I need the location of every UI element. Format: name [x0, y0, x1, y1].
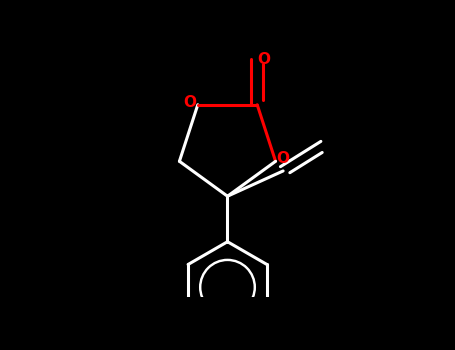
Text: O: O	[277, 151, 290, 166]
Text: O: O	[184, 95, 197, 110]
Text: O: O	[257, 52, 270, 67]
